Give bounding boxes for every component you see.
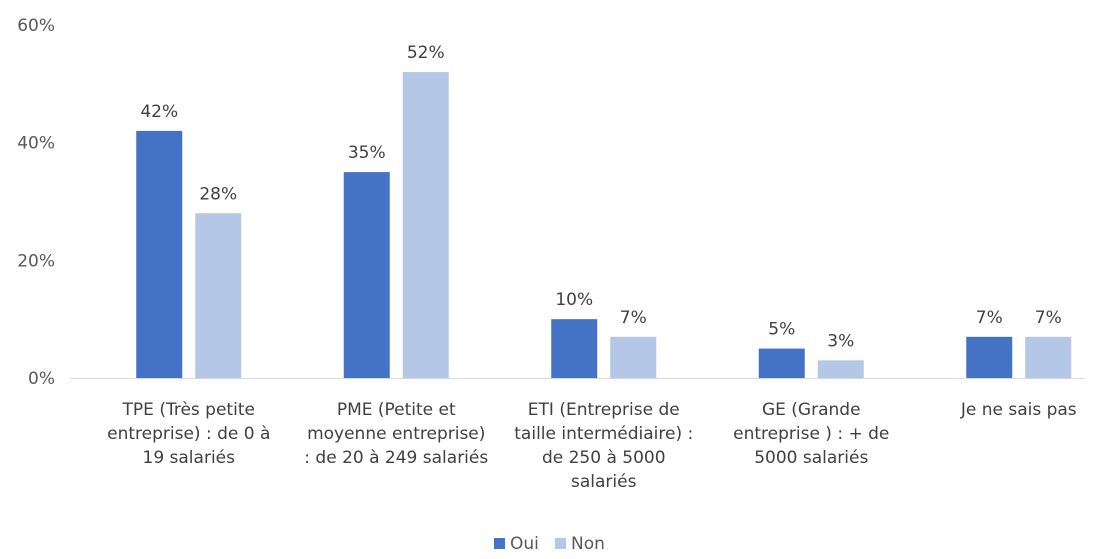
bar-oui xyxy=(343,172,390,378)
x-tick-label-line: entreprise ) : + de xyxy=(733,424,889,444)
legend-swatch xyxy=(494,538,505,549)
bar-oui xyxy=(966,336,1013,378)
x-tick-label-line: 19 salariés xyxy=(143,448,236,468)
legend-label: Oui xyxy=(510,534,539,554)
y-axis: 0% 20% 40% 60% xyxy=(17,16,55,389)
x-tick-label-line: 5000 salariés xyxy=(754,448,868,468)
data-label: 7% xyxy=(1035,308,1062,328)
x-tick-label: TPE (Très petite entreprise) : de 0 à 19 s… xyxy=(107,400,270,468)
bar-oui xyxy=(758,348,805,378)
data-label: 42% xyxy=(140,102,178,122)
x-tick-label-line: taille intermédiaire) : xyxy=(514,424,693,444)
x-tick-label: GE (Grande entreprise ) : + de 5000 salari… xyxy=(733,400,889,468)
x-tick-label-line: : de 20 à 249 salariés xyxy=(304,448,488,468)
x-tick-label: Je ne sais pas xyxy=(960,400,1077,420)
data-label: 5% xyxy=(768,320,795,340)
data-label: 7% xyxy=(620,308,647,328)
x-tick-label-line: Je ne sais pas xyxy=(960,400,1077,420)
x-tick-label-line: ETI (Entreprise de xyxy=(528,400,680,420)
plot-area: 42% 28% 35% 52% 10% 7% 5% 3% 7% 7% xyxy=(136,43,1072,379)
data-label: 7% xyxy=(976,308,1003,328)
bar-non xyxy=(817,360,864,378)
x-tick-label-line: TPE (Très petite xyxy=(122,400,255,420)
bar-oui xyxy=(551,319,598,378)
data-label: 3% xyxy=(827,331,854,351)
bar-non xyxy=(195,213,242,378)
x-tick-label-line: moyenne entreprise) xyxy=(307,424,485,444)
y-tick-label: 40% xyxy=(17,134,55,154)
x-tick-label-line: PME (Petite et xyxy=(337,400,456,420)
x-axis: TPE (Très petite entreprise) : de 0 à 19 s… xyxy=(107,400,1077,492)
bar-oui xyxy=(136,130,183,378)
y-tick-label: 60% xyxy=(17,16,55,36)
data-label: 10% xyxy=(555,290,593,310)
y-tick-label: 0% xyxy=(28,369,55,389)
data-label: 28% xyxy=(199,184,237,204)
bar-non xyxy=(1025,336,1072,378)
legend-label: Non xyxy=(571,534,605,554)
bar-non xyxy=(610,336,657,378)
legend-swatch xyxy=(555,538,566,549)
x-tick-label-line: GE (Grande xyxy=(762,400,861,420)
x-tick-label-line: de 250 à 5000 xyxy=(542,448,666,468)
legend: Oui Non xyxy=(494,534,605,554)
data-label: 52% xyxy=(407,43,445,63)
x-tick-label: ETI (Entreprise de taille intermédiaire) … xyxy=(514,400,693,492)
bar-non xyxy=(402,72,449,379)
x-tick-label-line: salariés xyxy=(571,472,637,492)
x-tick-label-line: entreprise) : de 0 à xyxy=(107,424,270,444)
y-tick-label: 20% xyxy=(17,251,55,271)
data-label: 35% xyxy=(348,143,386,163)
x-tick-label: PME (Petite et moyenne entreprise) : de 20… xyxy=(304,400,488,468)
